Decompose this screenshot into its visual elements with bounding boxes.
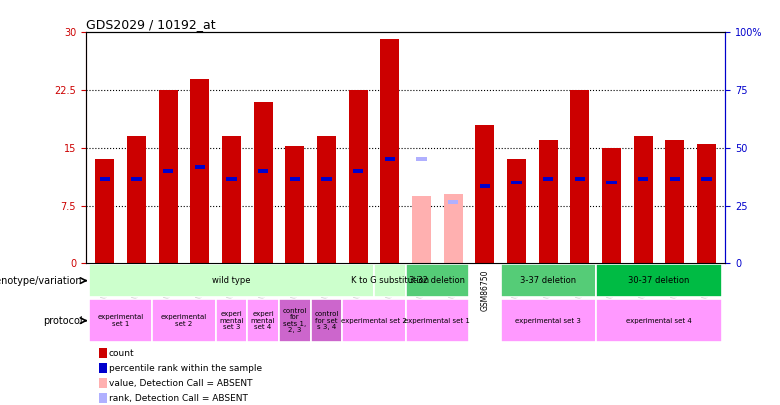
Bar [194, 165, 205, 169]
Bar [95, 160, 115, 263]
Bar [501, 264, 596, 297]
Bar [417, 158, 427, 161]
Text: control
for set
s 3, 4: control for set s 3, 4 [314, 311, 339, 330]
Text: experimental set 3: experimental set 3 [515, 318, 581, 324]
Bar [190, 79, 209, 263]
Bar [381, 38, 399, 263]
Bar [349, 90, 367, 263]
Text: protocol: protocol [43, 315, 83, 326]
Bar [602, 148, 621, 263]
Bar [385, 158, 395, 161]
Text: GDS2029 / 10192_at: GDS2029 / 10192_at [86, 18, 215, 31]
Bar [98, 393, 107, 403]
Bar [606, 181, 617, 184]
Bar [511, 181, 522, 184]
Bar [258, 169, 268, 173]
Text: control
for
sets 1,
2, 3: control for sets 1, 2, 3 [282, 308, 307, 333]
Bar [226, 177, 236, 181]
Text: experimental set 4: experimental set 4 [626, 318, 692, 324]
Bar [697, 144, 716, 263]
Text: value, Detection Call = ABSENT: value, Detection Call = ABSENT [109, 379, 253, 388]
Bar [374, 264, 406, 297]
Bar [412, 196, 431, 263]
Text: count: count [109, 349, 135, 358]
Bar [342, 299, 406, 342]
Bar [475, 125, 495, 263]
Bar [285, 146, 304, 263]
Text: experi
mental
set 4: experi mental set 4 [251, 311, 275, 330]
Bar [89, 264, 374, 297]
Bar [507, 160, 526, 263]
Text: experimental set 2: experimental set 2 [341, 318, 407, 324]
Bar [596, 299, 722, 342]
Text: experi
mental
set 3: experi mental set 3 [219, 311, 243, 330]
Text: 3-32 deletion: 3-32 deletion [410, 276, 465, 285]
Text: experimental
set 2: experimental set 2 [161, 314, 207, 327]
Bar [98, 348, 107, 358]
Bar [158, 90, 178, 263]
Bar [98, 378, 107, 388]
Bar [131, 177, 142, 181]
Bar [254, 102, 273, 263]
Text: K to G substitution: K to G substitution [351, 276, 429, 285]
Bar [310, 299, 342, 342]
Text: experimental set 1: experimental set 1 [404, 318, 470, 324]
Bar [538, 140, 558, 263]
Bar [317, 136, 336, 263]
Bar [279, 299, 310, 342]
Bar [596, 264, 722, 297]
Bar [353, 169, 363, 173]
Text: 3-37 deletion: 3-37 deletion [520, 276, 576, 285]
Bar [163, 169, 173, 173]
Bar [480, 184, 490, 188]
Bar [406, 264, 469, 297]
Bar [406, 299, 469, 342]
Bar [321, 177, 331, 181]
Text: genotype/variation: genotype/variation [0, 276, 83, 286]
Bar [98, 363, 107, 373]
Bar [444, 194, 463, 263]
Text: rank, Detection Call = ABSENT: rank, Detection Call = ABSENT [109, 394, 248, 403]
Text: wild type: wild type [212, 276, 250, 285]
Bar [152, 299, 215, 342]
Bar [665, 140, 684, 263]
Text: 30-37 deletion: 30-37 deletion [628, 276, 690, 285]
Text: experimental
set 1: experimental set 1 [98, 314, 144, 327]
Bar [638, 177, 648, 181]
Bar [127, 136, 146, 263]
Bar [543, 177, 553, 181]
Bar [701, 177, 711, 181]
Bar [570, 90, 589, 263]
Bar [247, 299, 279, 342]
Bar [633, 136, 653, 263]
Bar [448, 200, 459, 204]
Bar [575, 177, 585, 181]
Bar [100, 177, 110, 181]
Bar [215, 299, 247, 342]
Bar [669, 177, 680, 181]
Bar [289, 177, 300, 181]
Bar [222, 136, 241, 263]
Bar [89, 299, 152, 342]
Bar [501, 299, 596, 342]
Text: percentile rank within the sample: percentile rank within the sample [109, 364, 262, 373]
